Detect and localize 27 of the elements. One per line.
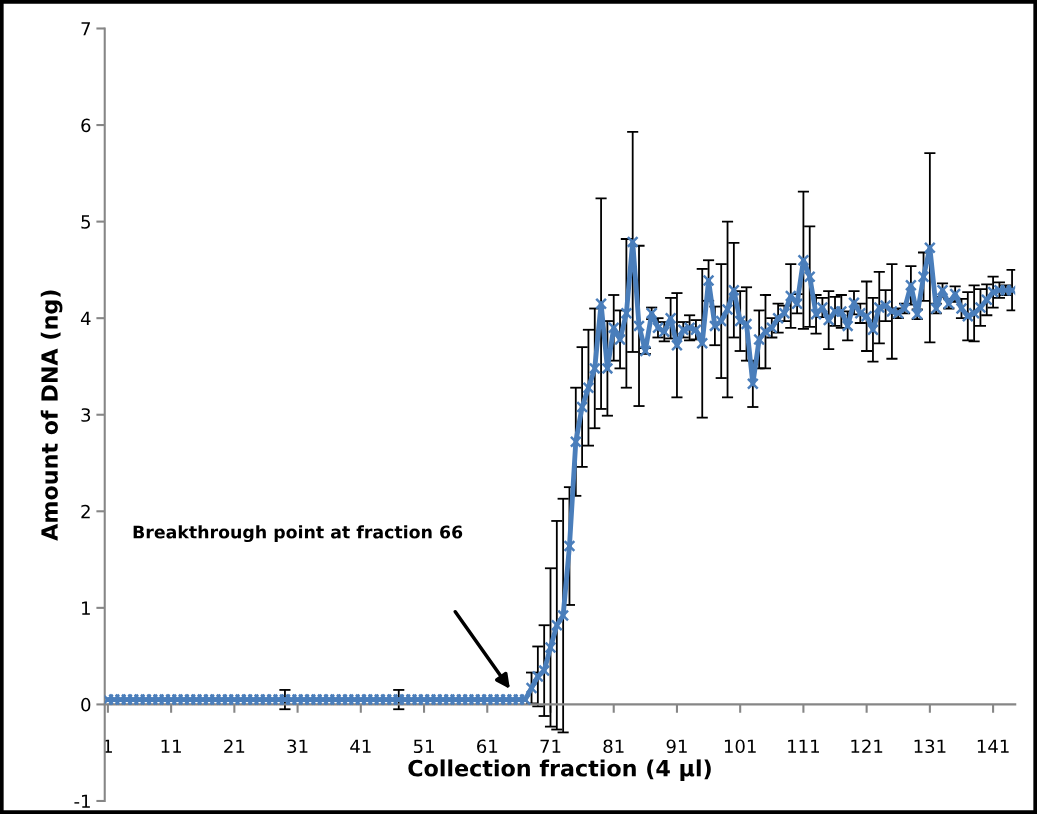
y-tick-label: -1 <box>74 794 90 808</box>
x-tick-label: 11 <box>161 739 181 753</box>
x-tick-label: 61 <box>477 739 498 754</box>
x-axis-title: Collection fraction (4 µl) <box>408 759 711 781</box>
x-tick-label: 41 <box>350 739 371 753</box>
x-tick-label: 131 <box>914 739 946 754</box>
x-tick-label: 1 <box>104 739 112 753</box>
y-tick-label: 3 <box>81 408 91 422</box>
y-tick-label: 1 <box>82 601 90 615</box>
x-tick-label: 81 <box>603 739 624 754</box>
y-tick-label: 4 <box>80 311 91 326</box>
annotation: Breakthrough point at fraction 66 <box>133 525 463 543</box>
y-tick-label: 0 <box>81 697 91 712</box>
y-tick-label: 2 <box>81 504 90 519</box>
x-tick-label: 141 <box>977 739 1009 753</box>
x-tick-label: 51 <box>413 739 434 754</box>
y-tick-label: 6 <box>81 118 91 133</box>
x-tick-label: 101 <box>724 739 756 754</box>
y-tick-label: 5 <box>81 215 90 229</box>
y-tick-label: 7 <box>81 22 90 36</box>
x-tick-label: 111 <box>788 739 819 753</box>
x-tick-label: 71 <box>540 739 561 753</box>
x-tick-label: 121 <box>851 739 883 753</box>
x-tick-label: 91 <box>666 739 687 754</box>
x-tick-label: 21 <box>224 739 245 753</box>
x-tick-label: 31 <box>287 739 308 754</box>
y-axis-title: Amount of DNA (ng) <box>40 290 63 541</box>
